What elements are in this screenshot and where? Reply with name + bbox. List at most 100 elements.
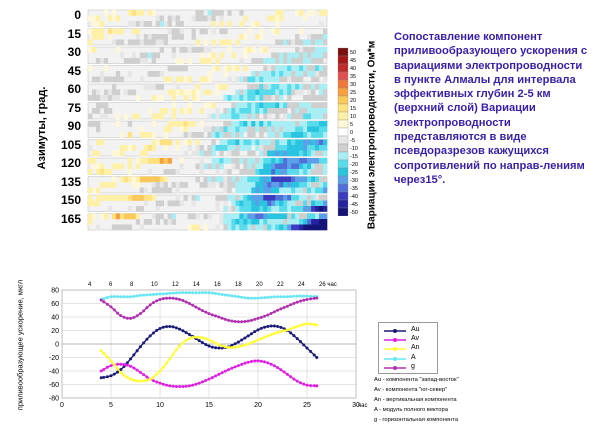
- azimuth-row-60: [87, 83, 328, 101]
- data-point: [109, 305, 113, 309]
- data-point: [230, 294, 234, 298]
- data-point: [204, 379, 208, 383]
- data-point: [236, 340, 240, 344]
- data-point: [135, 294, 139, 298]
- data-point: [276, 366, 280, 370]
- data-point: [207, 338, 211, 342]
- data-point: [276, 324, 280, 328]
- data-point: [279, 368, 283, 372]
- data-point: [302, 294, 306, 298]
- data-point: [272, 364, 276, 368]
- data-point: [220, 371, 224, 375]
- heatmap-x-tick: 22: [277, 282, 284, 288]
- data-point: [227, 345, 231, 349]
- data-point: [168, 291, 172, 295]
- data-point: [256, 359, 260, 363]
- data-point: [302, 298, 306, 302]
- data-point: [132, 294, 136, 298]
- data-point: [298, 323, 302, 327]
- data-point: [158, 297, 162, 301]
- data-point: [129, 357, 133, 361]
- data-point: [181, 341, 185, 345]
- data-point: [116, 362, 120, 366]
- data-point: [266, 324, 270, 328]
- data-point: [112, 363, 116, 367]
- data-point: [253, 296, 257, 300]
- data-point: [256, 296, 260, 300]
- data-point: [122, 315, 126, 319]
- data-point: [236, 345, 240, 349]
- colorbar-label: -15: [350, 154, 358, 160]
- data-point: [151, 301, 155, 305]
- data-point: [194, 305, 198, 309]
- data-point: [181, 384, 185, 388]
- data-point: [187, 384, 191, 388]
- data-point: [285, 328, 289, 332]
- data-point: [312, 353, 316, 357]
- data-point: [220, 293, 224, 296]
- data-point: [119, 314, 123, 318]
- data-point: [142, 373, 146, 377]
- data-point: [309, 297, 313, 301]
- data-point: [305, 294, 309, 298]
- data-point: [214, 292, 218, 296]
- data-point: [249, 296, 253, 300]
- colorbar-label: 45: [350, 58, 356, 64]
- series-g: [99, 296, 319, 324]
- data-point: [99, 376, 103, 380]
- x-tick-label: 30: [352, 402, 360, 409]
- data-point: [259, 359, 263, 363]
- data-point: [295, 324, 299, 328]
- data-point: [243, 320, 247, 323]
- data-point: [155, 292, 159, 296]
- data-point: [197, 339, 201, 343]
- heatmap-x-tick: 8: [130, 282, 134, 288]
- data-point: [276, 295, 280, 299]
- data-point: [184, 300, 188, 304]
- data-point: [132, 366, 136, 370]
- heatmap-x-tick: 6: [109, 282, 113, 288]
- data-point: [184, 384, 188, 388]
- data-point: [142, 293, 146, 297]
- data-point: [129, 377, 133, 381]
- data-point: [161, 325, 165, 329]
- data-point: [292, 301, 296, 305]
- y-tick-label: 40: [51, 315, 59, 322]
- data-point: [178, 291, 182, 295]
- data-point: [315, 296, 319, 300]
- data-point: [309, 350, 313, 354]
- data-point: [165, 292, 169, 296]
- data-point: [315, 356, 319, 359]
- data-point: [99, 349, 103, 353]
- data-point: [243, 336, 247, 340]
- data-point: [298, 294, 302, 298]
- data-point: [259, 296, 263, 300]
- data-point: [168, 296, 172, 300]
- data-point: [210, 291, 214, 295]
- data-point: [272, 310, 276, 314]
- colorbar-label: 20: [350, 98, 356, 104]
- data-point: [181, 329, 185, 333]
- azimuth-tick-165: 165: [60, 211, 81, 226]
- data-point: [125, 316, 129, 320]
- data-point: [263, 296, 267, 300]
- data-point: [155, 380, 159, 384]
- data-point: [138, 312, 142, 316]
- data-point: [200, 380, 204, 384]
- data-point: [210, 313, 214, 317]
- legend-description: Av - компонента "юг-север": [374, 387, 448, 393]
- data-point: [158, 292, 162, 296]
- y-tick-label: -40: [49, 369, 59, 376]
- data-point: [187, 291, 191, 295]
- heatmap-x-tick: 26 час: [319, 282, 337, 288]
- data-point: [105, 302, 109, 306]
- data-point: [178, 344, 182, 348]
- data-point: [302, 322, 306, 326]
- data-point: [249, 332, 253, 336]
- data-point: [305, 346, 309, 350]
- data-point: [142, 309, 146, 313]
- data-point: [233, 365, 237, 369]
- data-point: [116, 295, 120, 299]
- azimuth-row-105: [87, 139, 328, 157]
